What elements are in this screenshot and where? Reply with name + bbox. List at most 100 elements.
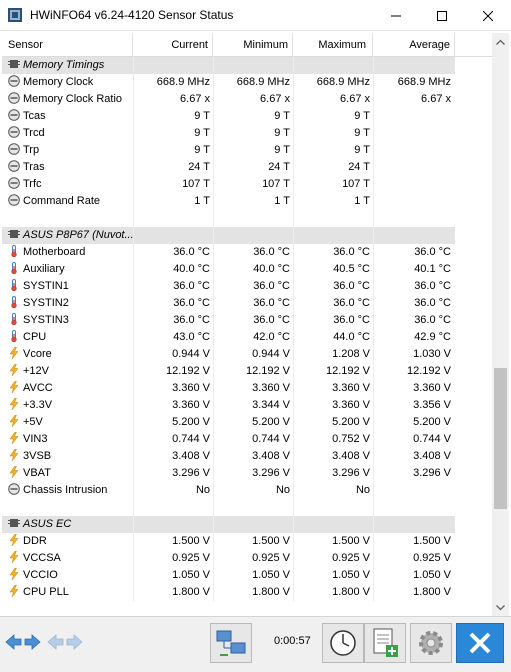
table-body: Memory Timings Memory Clock 668.9 MHz 668.9… — [2, 57, 455, 601]
navigate-sensors-button[interactable] — [4, 629, 42, 655]
scroll-up-button[interactable] — [492, 33, 509, 50]
column-divider — [133, 414, 134, 431]
vertical-scrollbar[interactable] — [492, 33, 509, 616]
reset-clock-button[interactable] — [322, 623, 364, 663]
sensor-name: Trp — [8, 142, 133, 159]
minimum-value: 3.360 V — [252, 382, 290, 394]
sensor-group-row[interactable]: ASUS P8P67 (Nuvot... — [2, 227, 455, 244]
settings-button[interactable] — [410, 623, 452, 663]
column-divider — [293, 261, 294, 278]
minimum-value: 9 T — [274, 127, 290, 139]
table-row[interactable]: CPU PLL 1.800 V 1.800 V 1.800 V 1.800 V — [2, 584, 455, 601]
table-row[interactable]: CPU 43.0 °C 42.0 °C 44.0 °C 42.9 °C — [2, 329, 455, 346]
sensor-name: Chassis Intrusion — [8, 482, 133, 499]
table-row[interactable]: 3VSB 3.408 V 3.408 V 3.408 V 3.408 V — [2, 448, 455, 465]
column-divider — [293, 329, 294, 346]
table-row[interactable]: Command Rate 1 T 1 T 1 T — [2, 193, 455, 210]
table-row[interactable]: VIN3 0.744 V 0.744 V 0.752 V 0.744 V — [2, 431, 455, 448]
maximize-button[interactable] — [419, 0, 465, 31]
navigate-sensors-disabled-button[interactable] — [46, 629, 84, 655]
table-row[interactable]: SYSTIN2 36.0 °C 36.0 °C 36.0 °C 36.0 °C — [2, 295, 455, 312]
average-value: 1.030 V — [413, 348, 451, 360]
maximum-value: 1.800 V — [332, 586, 370, 598]
table-row[interactable]: SYSTIN1 36.0 °C 36.0 °C 36.0 °C 36.0 °C — [2, 278, 455, 295]
network-button[interactable] — [210, 623, 252, 663]
sensor-label: Auxiliary — [23, 263, 65, 275]
table-row[interactable]: Trfc 107 T 107 T 107 T — [2, 176, 455, 193]
column-divider — [293, 142, 294, 159]
table-row[interactable]: VCCIO 1.050 V 1.050 V 1.050 V 1.050 V — [2, 567, 455, 584]
column-divider — [293, 278, 294, 295]
add-report-button[interactable] — [364, 623, 406, 663]
column-divider — [293, 397, 294, 414]
table-row[interactable]: Auxiliary 40.0 °C 40.0 °C 40.5 °C 40.1 °C — [2, 261, 455, 278]
minimum-value: 24 T — [268, 161, 290, 173]
sensor-label: Chassis Intrusion — [23, 484, 108, 496]
table-row[interactable]: VBAT 3.296 V 3.296 V 3.296 V 3.296 V — [2, 465, 455, 482]
sensor-name: Memory Clock — [8, 74, 133, 91]
minimum-value: 3.408 V — [252, 450, 290, 462]
sensor-table[interactable]: Sensor Current Minimum Maximum Average M… — [2, 33, 492, 616]
table-row[interactable]: Tcas 9 T 9 T 9 T — [2, 108, 455, 125]
column-header-average[interactable]: Average — [373, 33, 455, 57]
scrollbar-thumb[interactable] — [494, 368, 507, 509]
close-sensors-button[interactable] — [456, 623, 504, 663]
sensor-group-row[interactable]: ASUS EC — [2, 516, 455, 533]
column-divider — [373, 193, 374, 210]
table-row[interactable]: Trcd 9 T 9 T 9 T — [2, 125, 455, 142]
table-row[interactable]: Memory Clock 668.9 MHz 668.9 MHz 668.9 MHz 6… — [2, 74, 455, 91]
sensor-label: CPU — [23, 331, 47, 343]
current-value: 9 T — [194, 144, 210, 156]
column-divider — [133, 210, 134, 227]
table-row[interactable]: Vcore 0.944 V 0.944 V 1.208 V 1.030 V — [2, 346, 455, 363]
column-divider — [293, 74, 294, 91]
column-header-minimum[interactable]: Minimum — [213, 33, 293, 57]
average-value: 0.744 V — [413, 433, 451, 445]
table-row[interactable]: Trp 9 T 9 T 9 T — [2, 142, 455, 159]
minimum-value: 42.0 °C — [253, 331, 290, 343]
table-row[interactable]: Tras 24 T 24 T 24 T — [2, 159, 455, 176]
column-divider — [373, 74, 374, 91]
column-divider — [293, 465, 294, 482]
sensor-label: Memory Timings — [23, 59, 105, 71]
average-value: 36.0 °C — [414, 314, 451, 326]
sensor-group-row[interactable]: Memory Timings — [2, 57, 455, 74]
column-divider — [133, 346, 134, 363]
column-divider — [133, 567, 134, 584]
sensor-name: +3.3V — [8, 397, 133, 414]
sensor-label: Memory Clock Ratio — [23, 93, 123, 105]
maximum-value: 24 T — [348, 161, 370, 173]
sensor-name: Motherboard — [8, 244, 133, 261]
table-row[interactable]: VCCSA 0.925 V 0.925 V 0.925 V 0.925 V — [2, 550, 455, 567]
column-divider — [373, 363, 374, 380]
table-row[interactable]: SYSTIN3 36.0 °C 36.0 °C 36.0 °C 36.0 °C — [2, 312, 455, 329]
column-header-sensor[interactable]: Sensor — [2, 33, 133, 57]
sensor-name: VCCSA — [8, 550, 133, 567]
average-value — [373, 176, 451, 193]
column-divider — [133, 516, 134, 533]
scroll-down-button[interactable] — [492, 599, 509, 616]
sensor-label: +5V — [23, 416, 43, 428]
column-divider — [213, 550, 214, 567]
column-header-maximum[interactable]: Maximum — [293, 33, 373, 57]
column-divider — [133, 448, 134, 465]
table-row[interactable]: Motherboard 36.0 °C 36.0 °C 36.0 °C 36.0 °C — [2, 244, 455, 261]
table-row[interactable]: +12V 12.192 V 12.192 V 12.192 V 12.192 V — [2, 363, 455, 380]
table-row[interactable]: Memory Clock Ratio 6.67 x 6.67 x 6.67 x 6.67… — [2, 91, 455, 108]
column-divider — [373, 397, 374, 414]
table-row[interactable]: +5V 5.200 V 5.200 V 5.200 V 5.200 V — [2, 414, 455, 431]
column-divider — [293, 448, 294, 465]
current-value: 668.9 MHz — [156, 76, 210, 88]
title-bar: HWiNFO64 v6.24-4120 Sensor Status — [0, 0, 511, 31]
minimize-button[interactable] — [373, 0, 419, 31]
close-window-button[interactable] — [465, 0, 511, 31]
column-divider — [133, 227, 134, 244]
table-row[interactable]: AVCC 3.360 V 3.360 V 3.360 V 3.360 V — [2, 380, 455, 397]
column-divider — [293, 193, 294, 210]
sensor-label: +3.3V — [23, 399, 53, 411]
table-row[interactable]: Chassis Intrusion No No No — [2, 482, 455, 499]
table-row[interactable]: DDR 1.500 V 1.500 V 1.500 V 1.500 V — [2, 533, 455, 550]
column-divider — [373, 533, 374, 550]
column-header-current[interactable]: Current — [133, 33, 213, 57]
table-row[interactable]: +3.3V 3.360 V 3.344 V 3.360 V 3.356 V — [2, 397, 455, 414]
